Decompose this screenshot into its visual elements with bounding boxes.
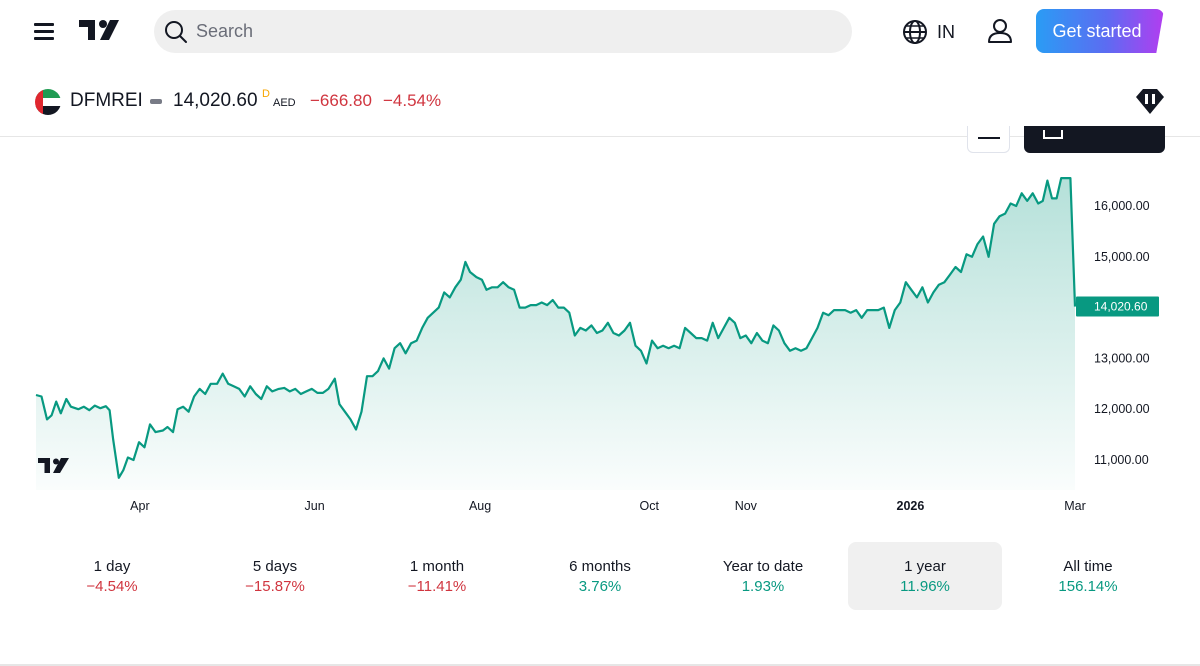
range-tab-change: 1.93% <box>741 578 785 595</box>
top-navigation: IN Get started <box>0 0 1200 64</box>
globe-icon <box>903 20 927 44</box>
range-tab-change: −4.54% <box>86 578 138 595</box>
price-change-percent: −4.54% <box>383 91 442 110</box>
last-price-label-bg <box>1076 296 1159 317</box>
range-tab[interactable]: Year to date 1.93% <box>686 542 840 610</box>
range-selector: 1 day −4.54% 5 days −15.87% 1 month −11.41% 6 … <box>30 542 1170 610</box>
last-price-label: 14,020.60 <box>1094 300 1148 314</box>
market-status-dash <box>150 99 162 104</box>
range-tab-change: 3.76% <box>578 578 622 595</box>
currency-code: AED <box>273 97 296 109</box>
x-axis-tick-label: Aug <box>469 499 491 513</box>
price-area-fill <box>36 178 1075 490</box>
symbol-header: DFMREI 14,020.60 D AED −666.80 −4.54% <box>0 80 1200 124</box>
range-tab-change: −11.41% <box>407 578 467 595</box>
search-icon <box>165 21 187 43</box>
uae-flag <box>35 89 61 115</box>
range-tab-change: 11.96% <box>900 578 950 595</box>
range-tab-change: 156.14% <box>1058 578 1118 595</box>
language-label: IN <box>937 21 955 42</box>
price-chart[interactable]: 16,000.0015,000.0014,000.0013,000.0012,0… <box>0 137 1200 527</box>
tradingview-logo[interactable] <box>78 18 120 47</box>
x-axis-tick-label: Nov <box>735 499 758 513</box>
fullscreen-chart-button[interactable] <box>1024 126 1165 153</box>
compare-button[interactable] <box>967 126 1010 153</box>
x-axis-tick-label: 2026 <box>897 499 925 513</box>
search-input[interactable] <box>196 10 836 53</box>
range-tab-label: 1 year <box>904 558 946 575</box>
range-tab[interactable]: 6 months 3.76% <box>523 542 677 610</box>
user-icon[interactable] <box>986 17 1014 50</box>
range-tab-label: 1 day <box>93 558 131 575</box>
price-line[interactable] <box>35 177 1077 479</box>
range-tab-change: −15.87% <box>245 578 305 595</box>
language-selector[interactable]: IN <box>902 18 955 46</box>
x-axis-tick-label: Jun <box>305 499 325 513</box>
range-tab[interactable]: 1 year 11.96% <box>848 542 1002 610</box>
tradingview-watermark <box>38 458 69 473</box>
search-bar[interactable] <box>154 10 852 53</box>
last-price: 14,020.60 <box>173 90 258 111</box>
range-tab[interactable]: All time 156.14% <box>1011 542 1165 610</box>
y-axis-tick-label: 16,000.00 <box>1094 199 1150 213</box>
y-axis-tick-label: 12,000.00 <box>1094 402 1150 416</box>
range-tab-label: 5 days <box>252 558 298 575</box>
price-change: −666.80 <box>310 91 372 110</box>
menu-icon[interactable] <box>32 20 56 42</box>
get-started-button[interactable]: Get started <box>1036 9 1164 53</box>
x-axis-tick-label: Oct <box>640 499 660 513</box>
range-tab-label: All time <box>1063 558 1113 575</box>
x-axis-tick-label: Apr <box>130 499 149 513</box>
range-tab[interactable]: 5 days −15.87% <box>198 542 352 610</box>
range-tab-label: 1 month <box>409 558 465 575</box>
range-tab-label: Year to date <box>722 558 804 575</box>
range-tab[interactable]: 1 day −4.54% <box>35 542 189 610</box>
range-tab-label: 6 months <box>569 558 631 575</box>
range-tab[interactable]: 1 month −11.41% <box>360 542 514 610</box>
x-axis-tick-label: Mar <box>1064 499 1086 513</box>
y-axis-tick-label: 11,000.00 <box>1094 453 1149 467</box>
diamond-icon[interactable] <box>1134 86 1166 121</box>
delayed-data-marker[interactable]: D <box>262 88 270 100</box>
header-divider <box>0 136 1200 137</box>
symbol-ticker[interactable]: DFMREI <box>70 90 143 111</box>
bottom-divider <box>0 664 1200 666</box>
y-axis-tick-label: 13,000.00 <box>1094 351 1150 365</box>
y-axis-tick-label: 15,000.00 <box>1094 250 1150 264</box>
